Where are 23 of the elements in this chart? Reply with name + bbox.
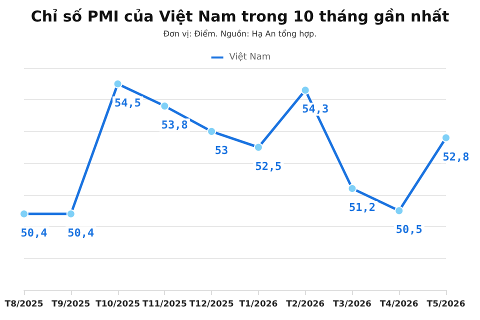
x-tick-label: T8/2025 [4,300,44,310]
x-tick-label: T4/2026 [380,300,418,310]
x-tick-label: T10/2025 [96,300,140,310]
x-tick-label: T9/2025 [52,300,90,310]
data-label: 53 [214,144,228,157]
data-label: 54,3 [302,102,329,116]
x-tick-label: T5/2026 [426,300,466,310]
x-tick-label: T1/2026 [239,300,278,310]
data-label: 52,8 [442,150,470,164]
data-label: 53,8 [161,118,188,132]
legend-label: Việt Nam [229,52,271,62]
data-label: 51,2 [348,201,376,214]
x-tick-label: T2/2026 [286,300,325,310]
x-tick-label: T12/2025 [189,300,234,310]
chart-title: Chỉ số PMI của Việt Nam trong 10 tháng gần nhất [30,8,450,26]
data-label: 54,5 [114,96,142,110]
data-label: 50,4 [68,226,95,240]
chart-subtitle: Đơn vị: Điểm. Nguồn: Hạ An tổng hợp. [163,30,317,38]
x-tick-label: T11/2025 [142,300,187,310]
data-label: 50,5 [396,223,422,236]
data-label: 52,5 [255,160,282,173]
x-tick-label: T3/2026 [332,300,372,310]
data-label: 50,4 [20,226,48,240]
